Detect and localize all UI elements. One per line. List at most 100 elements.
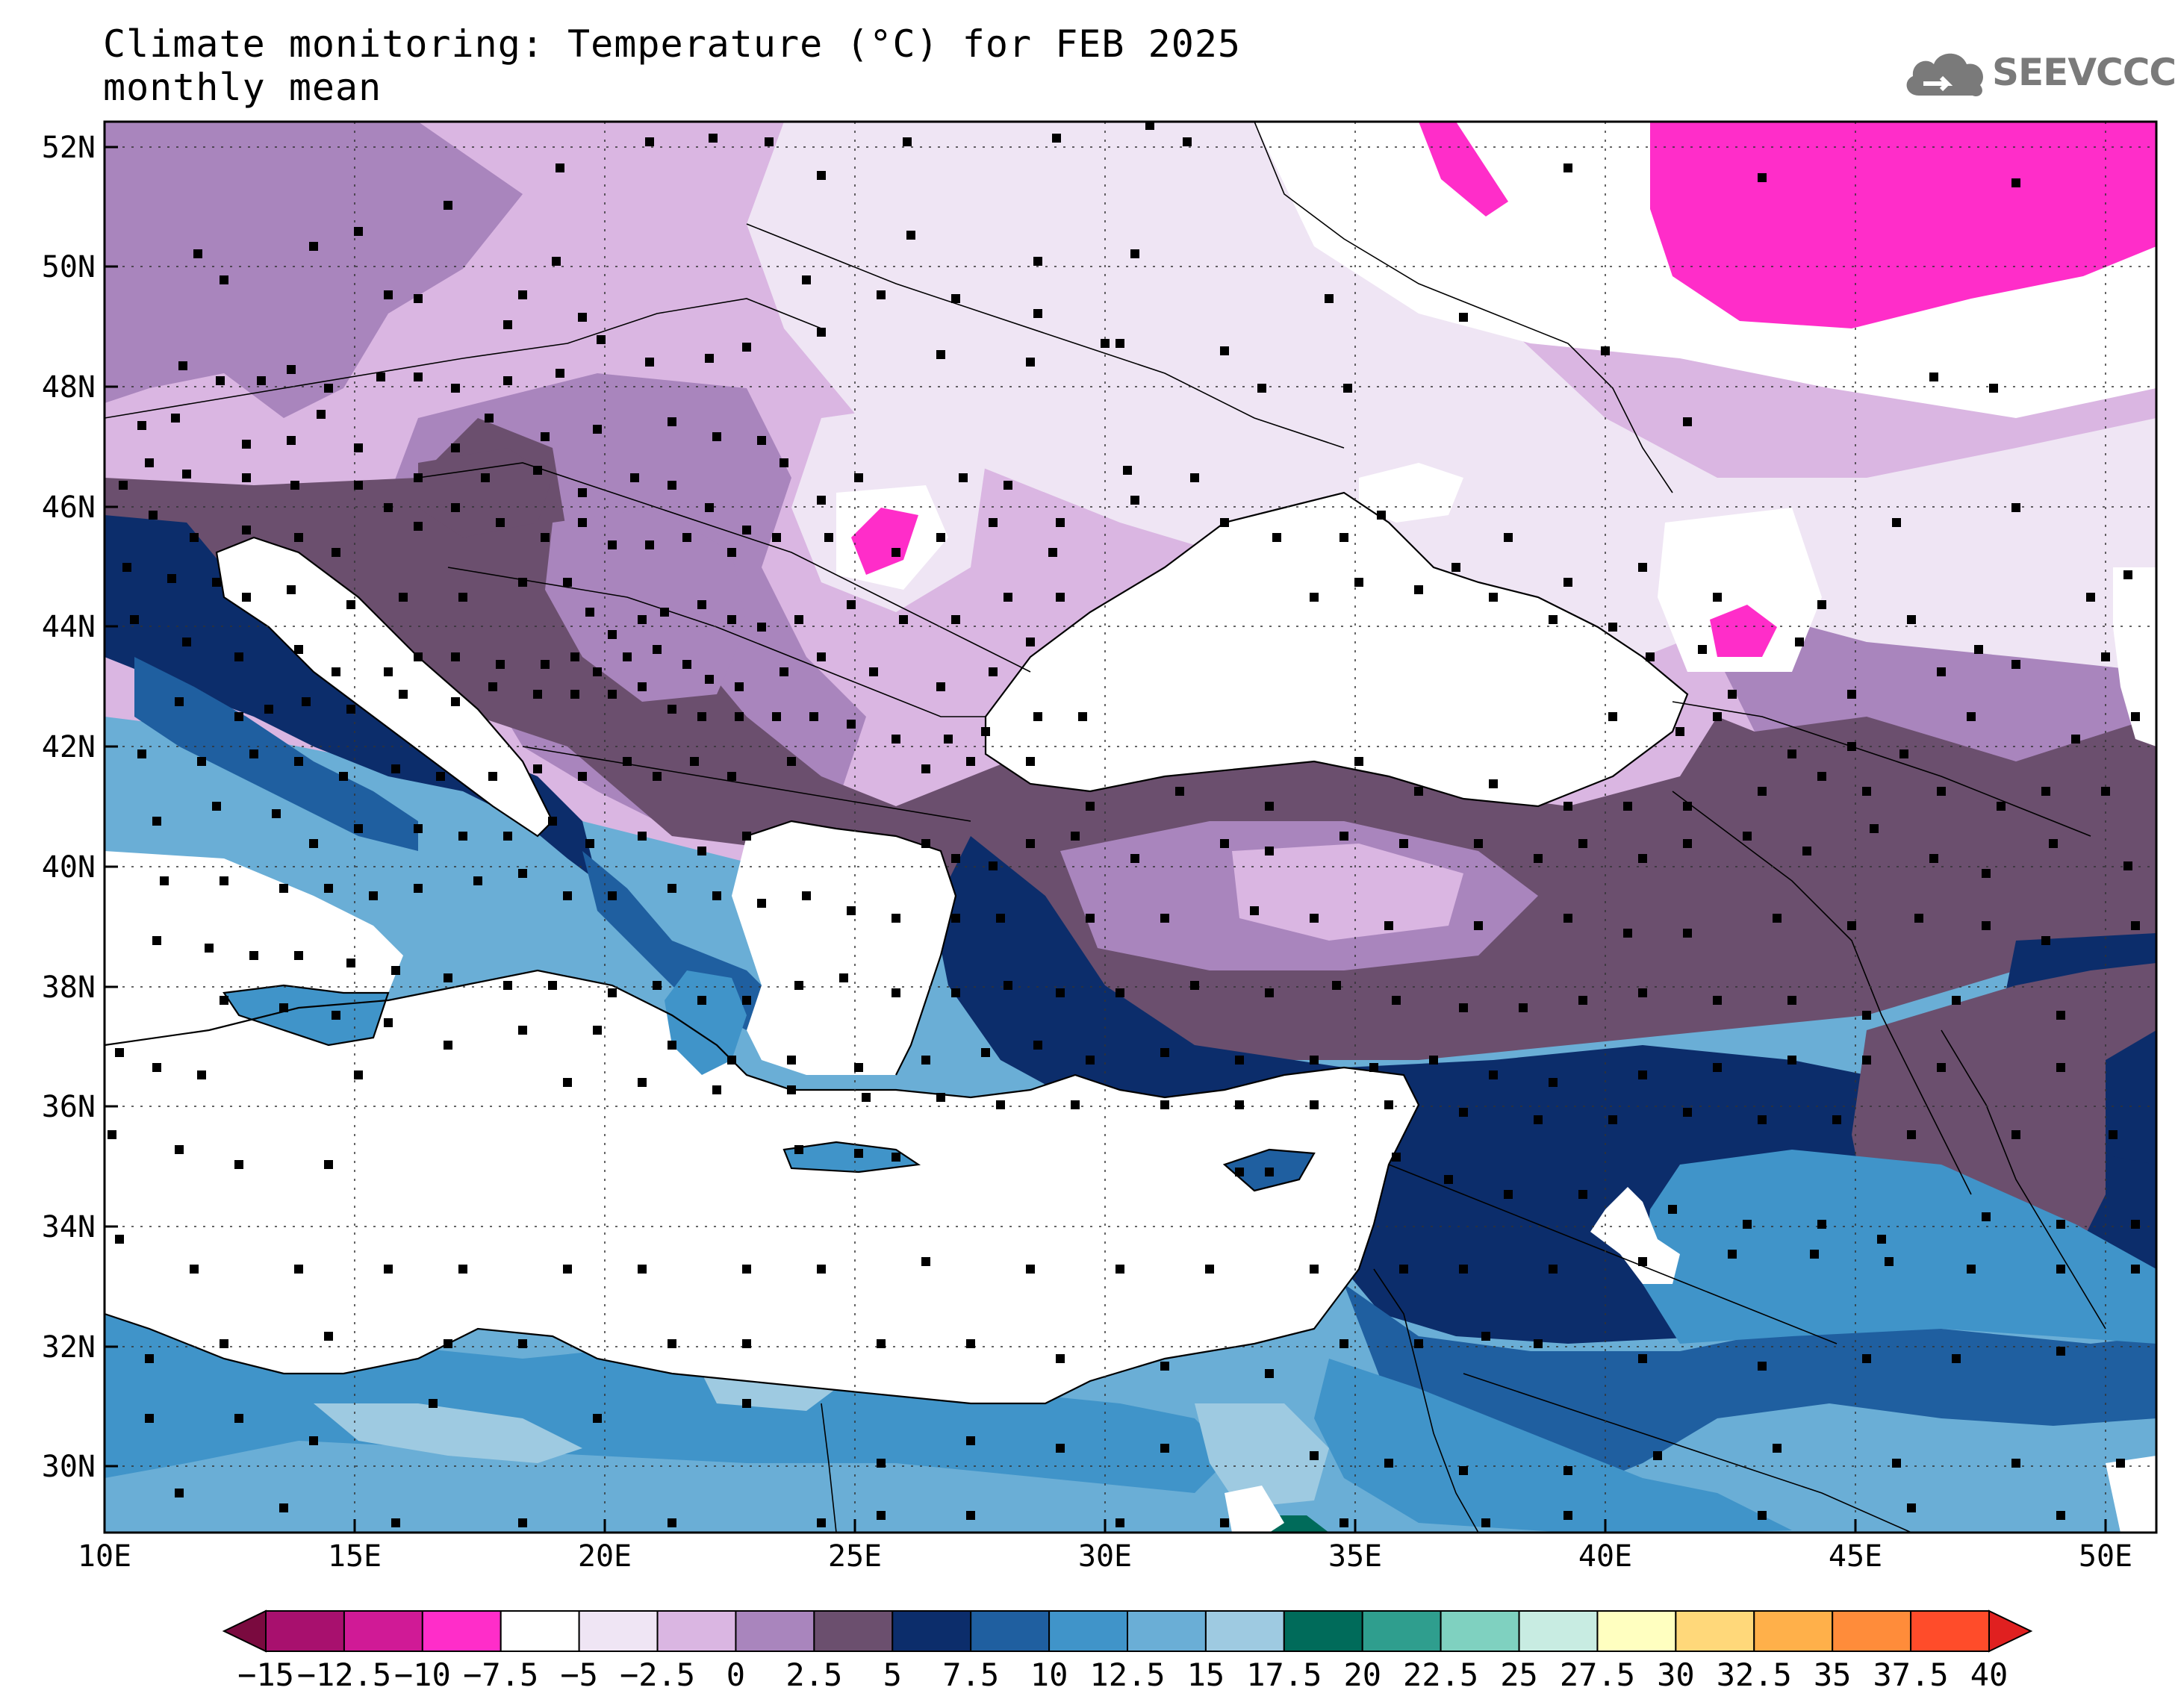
station-marker: [518, 1026, 527, 1035]
station-marker: [294, 1265, 303, 1274]
station-marker: [496, 660, 505, 669]
colorbar-swatch: [421, 1610, 502, 1652]
station-marker: [1220, 346, 1229, 355]
station-marker: [1071, 832, 1080, 841]
station-marker: [892, 914, 900, 923]
station-marker: [742, 1399, 751, 1408]
colorbar-label: −12.5: [297, 1656, 391, 1693]
station-marker: [399, 593, 408, 602]
colorbar-swatch: [970, 1610, 1051, 1652]
station-marker: [951, 914, 960, 923]
station-marker: [585, 839, 594, 848]
station-marker: [317, 410, 326, 419]
station-marker: [1638, 854, 1647, 863]
station-marker: [287, 436, 296, 445]
station-marker: [742, 832, 751, 841]
colorbar-swatch: [656, 1610, 737, 1652]
lon-label: 25E: [828, 1539, 882, 1574]
station-marker: [1608, 712, 1617, 721]
colorbar-label: −7.5: [463, 1656, 538, 1693]
station-marker: [593, 1414, 602, 1423]
station-marker: [242, 593, 251, 602]
station-marker: [249, 749, 258, 758]
station-marker: [653, 645, 662, 654]
station-marker: [1638, 1070, 1647, 1079]
station-marker: [145, 1414, 154, 1423]
station-marker: [847, 906, 856, 915]
map-frame: [103, 120, 2158, 1534]
zone-7p5-italy: [134, 657, 418, 851]
station-marker: [533, 764, 542, 773]
station-marker: [1952, 996, 1961, 1005]
station-marker: [332, 548, 340, 557]
station-marker: [1384, 1100, 1393, 1109]
station-marker: [309, 1436, 318, 1445]
station-marker: [921, 839, 930, 848]
station-marker: [1026, 839, 1035, 848]
colorbar-labels: −15 −12.5 −10 −7.5 −5 −2.5 0 2.5 5 7.5 10 12.5 15 17.…: [237, 1656, 2008, 1693]
station-marker: [1130, 496, 1139, 505]
station-marker: [668, 1041, 676, 1050]
station-marker: [1787, 996, 1796, 1005]
colorbar-swatch: [1675, 1610, 1755, 1652]
colorbar-label: 7.5: [942, 1656, 999, 1693]
mediterranean-sea: [105, 970, 1419, 1403]
colorbar-label: 25: [1500, 1656, 1538, 1693]
station-marker: [585, 608, 594, 617]
station-marker: [2086, 593, 2095, 602]
zone-minus10-romania: [851, 508, 918, 575]
station-marker: [152, 936, 161, 945]
station-marker: [391, 1518, 400, 1527]
station-marker: [324, 384, 333, 393]
station-marker: [1773, 1444, 1782, 1453]
station-marker: [1205, 1265, 1214, 1274]
station-marker: [563, 1265, 572, 1274]
colorbar-label: 15: [1187, 1656, 1225, 1693]
station-marker: [966, 1436, 975, 1445]
station-marker: [951, 294, 960, 303]
station-marker: [597, 335, 606, 344]
lat-label: 50N: [42, 250, 96, 284]
station-marker: [1220, 839, 1229, 848]
station-marker: [1004, 593, 1012, 602]
zone-2p5-band: [105, 418, 2156, 1060]
station-marker: [2049, 839, 2058, 848]
colorbar-label: 30: [1657, 1656, 1695, 1693]
station-marker: [197, 757, 206, 766]
station-marker: [1369, 1063, 1378, 1072]
station-marker: [1310, 914, 1319, 923]
station-marker: [1549, 1265, 1558, 1274]
station-marker: [1265, 802, 1274, 811]
station-marker: [1444, 1175, 1453, 1184]
station-marker: [854, 1149, 863, 1158]
station-marker: [346, 959, 355, 967]
station-marker: [1728, 690, 1737, 699]
station-marker: [2056, 1220, 2065, 1229]
colorbar-swatch: [1127, 1610, 1207, 1652]
colorbar-label: 37.5: [1873, 1656, 1949, 1693]
station-marker: [705, 675, 714, 684]
station-marker: [1123, 466, 1132, 475]
station-marker: [2071, 735, 2080, 744]
station-marker: [1810, 1250, 1819, 1259]
station-marker: [234, 1414, 243, 1423]
colorbar-swatch: [1440, 1610, 1520, 1652]
station-marker: [2101, 652, 2110, 661]
station-marker: [1862, 1354, 1871, 1363]
station-marker: [1265, 847, 1274, 855]
station-marker: [668, 481, 676, 490]
colorbar-swatch: [1204, 1610, 1285, 1652]
station-marker: [108, 1130, 116, 1139]
colorbar-min-triangle: [222, 1609, 267, 1653]
station-marker: [712, 1085, 721, 1094]
zone-minus5-north: [747, 122, 2156, 672]
station-marker: [1713, 996, 1722, 1005]
station-marker: [152, 817, 161, 826]
station-marker: [552, 257, 561, 266]
station-marker: [1982, 921, 1991, 930]
station-marker: [391, 966, 400, 975]
station-marker: [578, 518, 587, 527]
colorbar-label: 12.5: [1089, 1656, 1165, 1693]
lat-label: 46N: [42, 490, 96, 525]
station-marker: [220, 275, 228, 284]
